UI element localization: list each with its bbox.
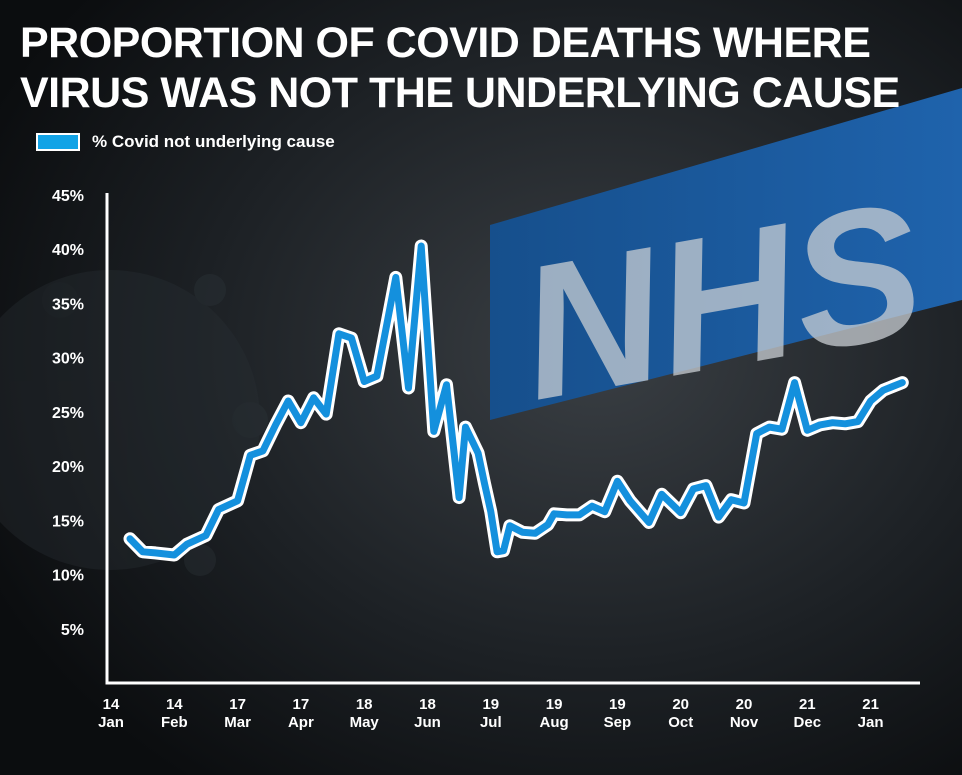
y-tick-label: 15% xyxy=(52,513,84,530)
x-tick-label-day: 17 xyxy=(229,696,246,713)
legend-label: % Covid not underlying cause xyxy=(92,132,335,151)
x-tick-label-day: 20 xyxy=(736,696,753,713)
x-tick-label-month: Dec xyxy=(794,714,822,731)
x-tick-label-month: Aug xyxy=(540,714,569,731)
x-tick-label-month: Jun xyxy=(414,714,441,731)
legend-swatch xyxy=(36,133,80,151)
x-tick-label-day: 21 xyxy=(862,696,879,713)
x-tick-label-day: 19 xyxy=(482,696,499,713)
x-tick-label-day: 18 xyxy=(356,696,373,713)
x-tick-label-month: Jul xyxy=(480,714,502,731)
y-tick-label: 5% xyxy=(61,622,84,639)
y-tick-label: 10% xyxy=(52,568,84,585)
x-tick-label-month: Oct xyxy=(668,714,693,731)
x-tick-label-month: Apr xyxy=(288,714,314,731)
y-tick-label: 40% xyxy=(52,242,84,259)
title-line-2: VIRUS WAS NOT THE UNDERLYING CAUSE xyxy=(20,69,900,117)
nhs-sign xyxy=(490,88,962,420)
x-tick-label-day: 18 xyxy=(419,696,436,713)
x-tick-label-month: Sep xyxy=(604,714,632,731)
x-tick-label-day: 14 xyxy=(103,696,120,713)
x-tick-label-day: 21 xyxy=(799,696,816,713)
y-tick-label: 25% xyxy=(52,405,84,422)
virus-silhouette xyxy=(0,270,268,576)
y-tick-label: 45% xyxy=(52,188,84,205)
series-line xyxy=(126,242,906,559)
x-tick-label-month: Mar xyxy=(224,714,251,731)
x-tick-label-day: 20 xyxy=(672,696,689,713)
x-tick-label-day: 19 xyxy=(609,696,626,713)
x-tick-label-month: Feb xyxy=(161,714,188,731)
x-tick-label-day: 17 xyxy=(293,696,310,713)
x-tick-label-month: Jan xyxy=(98,714,124,731)
x-tick-label-month: Nov xyxy=(730,714,759,731)
title-line-1: PROPORTION OF COVID DEATHS WHERE xyxy=(20,19,871,67)
x-tick-label-day: 19 xyxy=(546,696,563,713)
chart-title: PROPORTION OF COVID DEATHS WHERE VIRUS W… xyxy=(20,18,950,118)
y-tick-label: 30% xyxy=(52,351,84,368)
x-tick-label-month: May xyxy=(350,714,380,731)
y-tick-label: 35% xyxy=(52,296,84,313)
x-tick-label-month: Jan xyxy=(858,714,884,731)
y-tick-label: 20% xyxy=(52,459,84,476)
legend: % Covid not underlying cause xyxy=(36,130,335,154)
x-tick-label-day: 14 xyxy=(166,696,183,713)
